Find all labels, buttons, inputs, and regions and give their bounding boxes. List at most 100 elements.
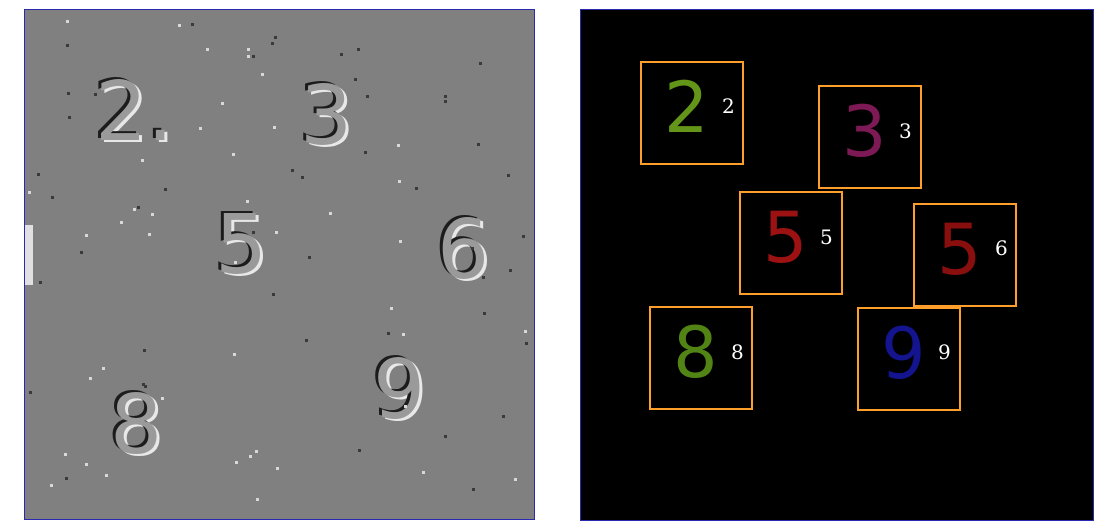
- noise-speck: [234, 261, 237, 264]
- noise-speck: [141, 159, 144, 162]
- noise-speck: [477, 143, 480, 146]
- detection-label-6: 6: [995, 236, 1008, 260]
- detected-digit: 5: [763, 197, 808, 279]
- detected-digit: 5: [937, 209, 982, 291]
- noise-speck: [482, 276, 485, 279]
- detection-label-2: 2: [722, 94, 735, 118]
- noise-speck: [390, 307, 393, 310]
- noise-speck: [252, 55, 255, 58]
- noise-speck: [50, 484, 53, 487]
- input-digit-2: 2.: [95, 65, 174, 160]
- noise-speck: [524, 330, 527, 333]
- noise-speck: [80, 251, 83, 254]
- noise-speck: [148, 233, 151, 236]
- noise-speck: [68, 116, 71, 119]
- noise-speck: [397, 144, 400, 147]
- detection-box-6: 5: [913, 203, 1017, 307]
- noise-speck: [398, 180, 401, 183]
- noise-speck: [354, 78, 357, 81]
- noise-speck: [37, 173, 40, 176]
- noise-speck: [89, 377, 92, 380]
- noise-speck: [471, 247, 474, 250]
- noise-speck: [29, 391, 32, 394]
- noise-speck: [273, 126, 276, 129]
- noise-speck: [479, 62, 482, 65]
- detection-box-5: 5: [739, 191, 843, 295]
- noise-speck: [143, 349, 146, 352]
- noise-speck: [249, 455, 252, 458]
- noise-speck: [364, 151, 367, 154]
- noise-speck: [502, 415, 505, 418]
- noise-speck: [357, 48, 360, 51]
- noise-speck: [415, 187, 418, 190]
- detected-digit: 9: [881, 313, 926, 395]
- noise-speck: [142, 383, 145, 386]
- noise-speck: [144, 385, 147, 388]
- detected-digit: 8: [673, 312, 718, 394]
- noise-speck: [444, 100, 447, 103]
- noise-speck: [291, 169, 294, 172]
- noise-speck: [161, 397, 164, 400]
- noise-speck: [66, 44, 69, 47]
- noise-speck: [366, 95, 369, 98]
- noise-speck: [422, 471, 425, 474]
- noise-speck: [472, 488, 475, 491]
- noise-speck: [275, 231, 278, 234]
- noise-speck: [137, 206, 140, 209]
- detection-box-9: 9: [857, 307, 961, 411]
- noise-speck: [399, 240, 402, 243]
- noise-speck: [271, 42, 274, 45]
- noise-speck: [402, 333, 405, 336]
- noise-speck: [164, 188, 167, 191]
- noise-speck: [305, 339, 308, 342]
- input-digit-3: 3: [300, 69, 353, 164]
- noise-speck: [65, 477, 68, 480]
- noise-speck: [51, 196, 54, 199]
- noise-speck: [247, 48, 250, 51]
- noise-speck: [206, 48, 209, 51]
- detection-label-8: 8: [731, 340, 744, 364]
- noise-speck: [120, 221, 123, 224]
- detection-label-9: 9: [938, 340, 951, 364]
- noise-speck: [525, 342, 528, 345]
- noise-speck: [483, 312, 486, 315]
- detection-box-8: 8: [649, 306, 753, 410]
- noise-speck: [151, 213, 154, 216]
- detected-digit: 2: [664, 67, 709, 149]
- noise-speck: [105, 474, 108, 477]
- noise-speck: [85, 463, 88, 466]
- noise-speck: [509, 269, 512, 272]
- noise-speck: [358, 449, 361, 452]
- noise-speck: [133, 208, 136, 211]
- noise-speck: [261, 73, 264, 76]
- noise-speck: [66, 20, 69, 23]
- input-digit-9: 9: [373, 343, 426, 438]
- input-digit-8: 8: [110, 378, 163, 473]
- detection-box-2: 2: [640, 61, 744, 165]
- detection-panel: 2 2 3 3 5 5 5 6 8 8 9 9: [580, 9, 1094, 521]
- noise-speck: [308, 256, 311, 259]
- noise-speck: [85, 234, 88, 237]
- input-digit-5: 5: [215, 198, 268, 293]
- noise-speck: [507, 174, 510, 177]
- noise-speck: [39, 281, 42, 284]
- noise-speck: [387, 332, 390, 335]
- noise-speck: [301, 176, 304, 179]
- noise-speck: [444, 95, 447, 98]
- noise-speck: [235, 461, 238, 464]
- noise-speck: [25, 225, 33, 285]
- noise-speck: [28, 191, 31, 194]
- noise-speck: [232, 153, 235, 156]
- noise-speck: [178, 24, 181, 27]
- noise-speck: [340, 53, 343, 56]
- noise-speck: [102, 367, 105, 370]
- detection-label-5: 5: [820, 225, 833, 249]
- detection-label-3: 3: [899, 119, 912, 143]
- noise-speck: [255, 450, 258, 453]
- detected-digit: 3: [842, 91, 887, 173]
- noise-speck: [329, 212, 332, 215]
- noise-speck: [64, 453, 67, 456]
- noise-speck: [94, 93, 97, 96]
- noise-speck: [522, 235, 525, 238]
- noise-speck: [514, 478, 517, 481]
